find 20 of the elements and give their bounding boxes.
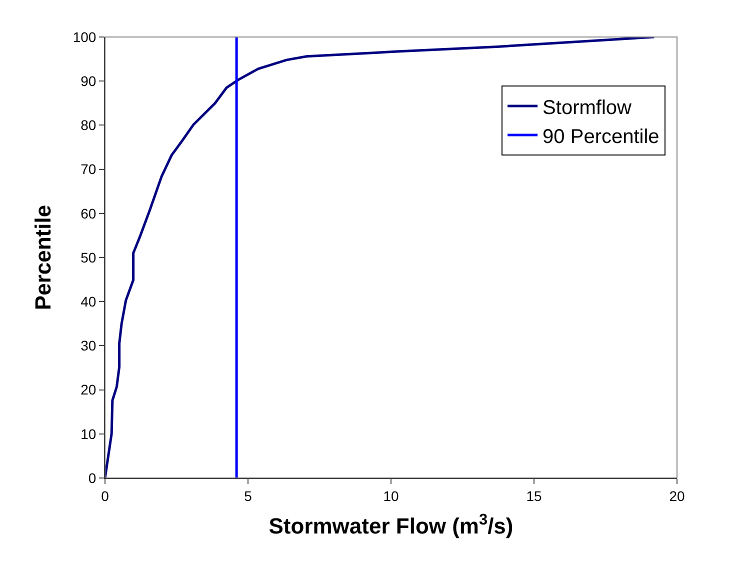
x-tick-label: 5	[244, 488, 252, 504]
y-tick-label: 100	[72, 28, 96, 45]
y-tick-label: 0	[88, 470, 96, 486]
x-tick-label: 10	[383, 488, 399, 504]
legend-label: Stormflow	[542, 96, 632, 119]
y-tick-label: 60	[80, 205, 96, 222]
legend-label: 90 Percentile	[542, 126, 660, 148]
x-tick-label: 0	[101, 488, 110, 504]
y-tick-label: 40	[80, 294, 96, 310]
y-tick-label: 10	[80, 426, 96, 442]
y-tick-label: 90	[80, 73, 96, 89]
y-tick-label: 30	[80, 338, 96, 354]
x-axis-title: Stormwater Flow (m$^{3}$/s)	[268, 511, 514, 539]
x-tick-label: 20	[669, 488, 685, 504]
y-tick-label: 70	[80, 161, 96, 178]
x-tick-label: 15	[526, 488, 542, 504]
y-tick-label: 50	[80, 249, 96, 266]
y-tick-label: 20	[80, 382, 96, 398]
y-tick-label: 80	[80, 117, 96, 134]
y-axis-title: Percentile	[30, 204, 56, 310]
